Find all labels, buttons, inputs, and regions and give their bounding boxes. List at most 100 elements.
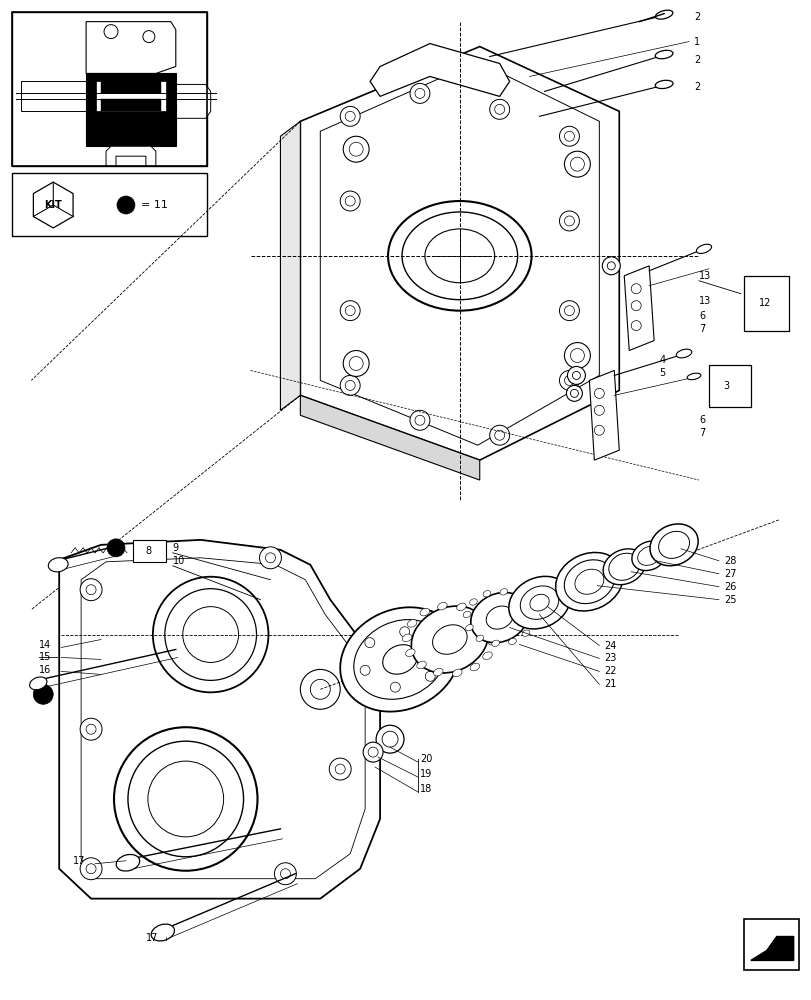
Circle shape <box>274 863 296 885</box>
Ellipse shape <box>528 618 535 624</box>
Ellipse shape <box>520 586 558 619</box>
Circle shape <box>564 375 573 385</box>
Circle shape <box>107 539 125 557</box>
Text: 8: 8 <box>146 546 152 556</box>
Circle shape <box>143 31 155 43</box>
Circle shape <box>414 88 424 98</box>
Circle shape <box>399 627 410 637</box>
Circle shape <box>340 106 360 126</box>
Text: 22: 22 <box>603 666 616 676</box>
Ellipse shape <box>424 229 494 283</box>
Text: 2: 2 <box>693 55 699 65</box>
Text: 7: 7 <box>698 324 705 334</box>
Circle shape <box>86 864 96 874</box>
Text: 12: 12 <box>757 298 770 308</box>
Circle shape <box>165 589 256 680</box>
Ellipse shape <box>407 620 416 627</box>
Ellipse shape <box>521 630 529 636</box>
Ellipse shape <box>658 531 689 558</box>
Ellipse shape <box>437 602 447 610</box>
Circle shape <box>343 136 369 162</box>
Circle shape <box>607 262 615 270</box>
Text: 26: 26 <box>723 582 736 592</box>
Circle shape <box>340 191 360 211</box>
Ellipse shape <box>29 677 47 690</box>
Text: 6: 6 <box>698 311 704 321</box>
Ellipse shape <box>564 560 614 604</box>
Circle shape <box>594 405 603 415</box>
Bar <box>12 12 207 166</box>
Polygon shape <box>370 44 509 96</box>
Polygon shape <box>101 99 161 111</box>
Polygon shape <box>280 121 300 410</box>
Text: 17: 17 <box>146 933 158 943</box>
Circle shape <box>148 761 223 837</box>
Ellipse shape <box>462 611 470 618</box>
Circle shape <box>559 211 579 231</box>
Circle shape <box>564 216 573 226</box>
Ellipse shape <box>473 610 483 618</box>
Text: 17: 17 <box>73 856 85 866</box>
Circle shape <box>390 682 400 692</box>
Polygon shape <box>300 47 619 460</box>
Ellipse shape <box>469 599 477 605</box>
Polygon shape <box>21 81 86 111</box>
Circle shape <box>345 111 354 121</box>
Ellipse shape <box>530 594 548 611</box>
Ellipse shape <box>401 212 517 300</box>
Circle shape <box>349 356 363 370</box>
Circle shape <box>340 375 360 395</box>
Text: 14: 14 <box>39 640 51 650</box>
Ellipse shape <box>649 524 697 566</box>
Text: 18: 18 <box>419 784 431 794</box>
Circle shape <box>363 742 383 762</box>
Ellipse shape <box>508 576 569 629</box>
Circle shape <box>572 371 580 379</box>
Polygon shape <box>589 370 619 460</box>
Ellipse shape <box>500 589 507 595</box>
Circle shape <box>594 388 603 398</box>
Circle shape <box>86 585 96 595</box>
Text: = 11: = 11 <box>141 200 168 210</box>
Bar <box>12 12 207 166</box>
Circle shape <box>567 366 585 384</box>
Text: 6: 6 <box>698 415 704 425</box>
Bar <box>708 365 750 407</box>
Text: 21: 21 <box>603 679 616 689</box>
Ellipse shape <box>486 606 513 629</box>
Circle shape <box>152 577 268 692</box>
Ellipse shape <box>433 668 443 676</box>
Ellipse shape <box>151 924 174 941</box>
Ellipse shape <box>515 594 523 600</box>
Circle shape <box>489 425 509 445</box>
Ellipse shape <box>116 854 139 871</box>
Text: 4: 4 <box>659 355 664 365</box>
Ellipse shape <box>676 349 691 358</box>
Ellipse shape <box>475 635 483 641</box>
Circle shape <box>489 99 509 119</box>
Polygon shape <box>320 62 599 445</box>
Ellipse shape <box>631 541 666 571</box>
Circle shape <box>80 579 102 601</box>
Ellipse shape <box>637 546 660 565</box>
Text: 9: 9 <box>173 543 178 553</box>
Polygon shape <box>86 73 175 146</box>
Circle shape <box>260 547 281 569</box>
Circle shape <box>375 725 404 753</box>
Ellipse shape <box>416 661 426 669</box>
Polygon shape <box>59 540 380 899</box>
Circle shape <box>114 727 257 871</box>
Polygon shape <box>300 395 479 480</box>
Circle shape <box>80 858 102 880</box>
Circle shape <box>570 157 584 171</box>
Circle shape <box>104 25 118 39</box>
Polygon shape <box>106 146 156 166</box>
Circle shape <box>349 142 363 156</box>
Ellipse shape <box>48 558 68 572</box>
Bar <box>12 173 207 236</box>
Text: 24: 24 <box>603 641 616 651</box>
Ellipse shape <box>470 593 528 643</box>
Circle shape <box>570 349 584 362</box>
Text: 19: 19 <box>419 769 431 779</box>
Circle shape <box>630 284 641 294</box>
